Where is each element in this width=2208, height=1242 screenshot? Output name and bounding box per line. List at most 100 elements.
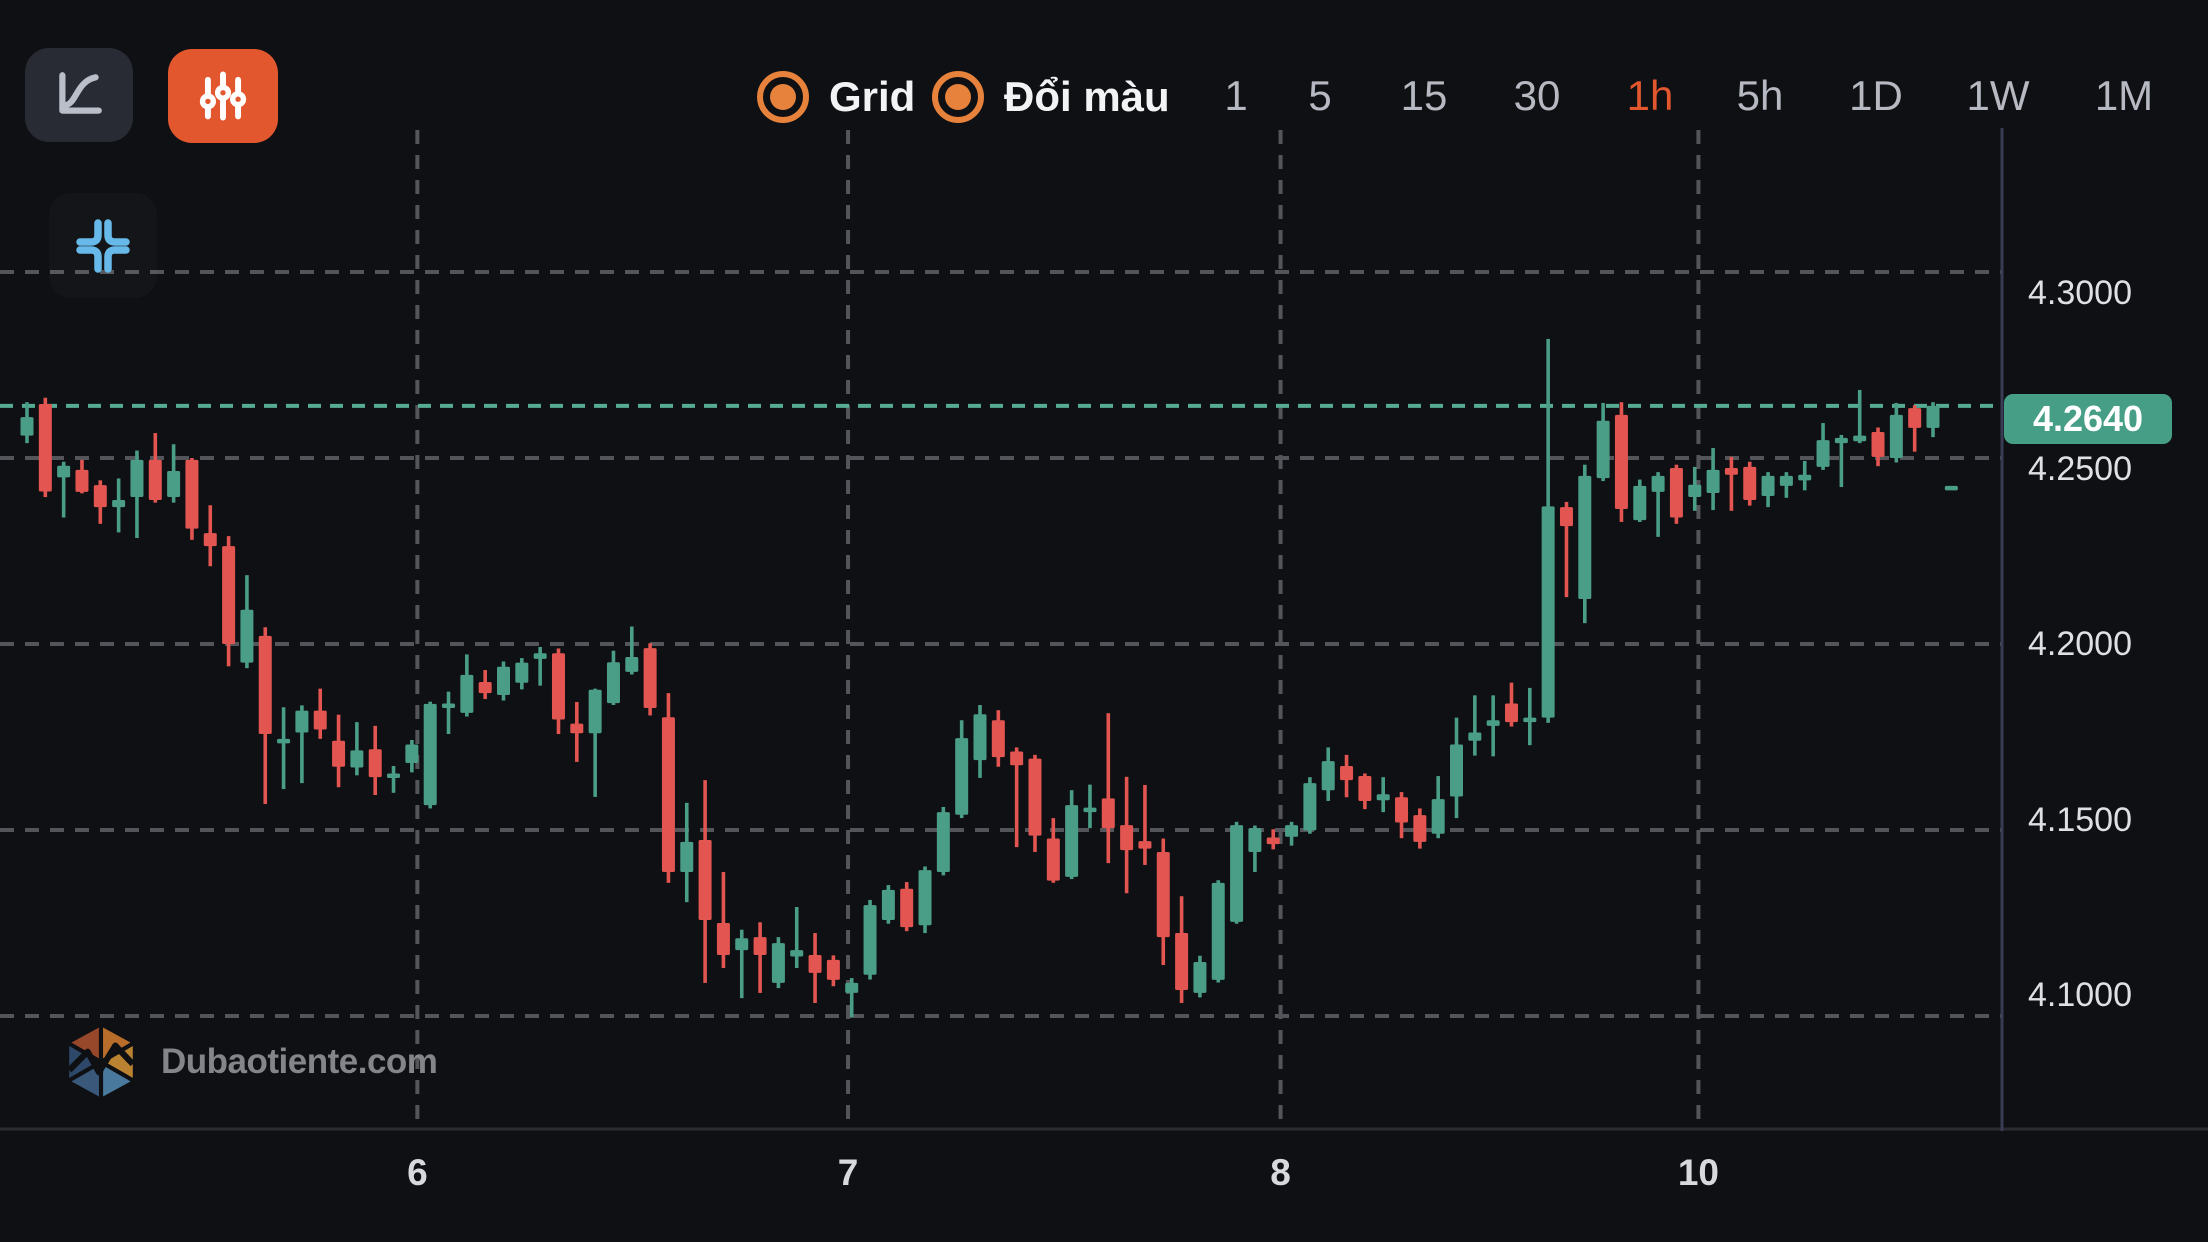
indicator-settings-button[interactable]: [168, 49, 278, 143]
candle-body: [1046, 838, 1060, 881]
candle-body: [1798, 474, 1812, 481]
candle: [1120, 776, 1134, 894]
timeframe-button-1D[interactable]: 1D: [1849, 72, 1903, 119]
grid-toggle[interactable]: Grid: [757, 71, 915, 123]
candle: [1138, 784, 1152, 865]
candle-wick: [1564, 501, 1569, 598]
candle-wick: [739, 929, 744, 999]
candle-body: [1431, 799, 1445, 834]
candle: [735, 929, 749, 999]
candle-body: [533, 653, 547, 659]
candle: [1614, 402, 1628, 522]
candle-body: [1303, 783, 1317, 831]
candle-body: [1101, 798, 1115, 829]
candle: [277, 707, 291, 790]
candle: [918, 866, 932, 934]
candle: [423, 701, 437, 809]
color-toggle-label: Đổi màu: [1004, 73, 1170, 120]
candle-body: [1834, 437, 1848, 444]
price-axis-label: 4.2000: [2028, 625, 2132, 663]
candle-body: [185, 459, 199, 529]
candle-body: [1083, 807, 1097, 813]
candle-body: [1138, 841, 1152, 849]
color-mode-toggle[interactable]: Đổi màu: [932, 71, 1170, 123]
candle: [478, 670, 492, 700]
candle: [75, 459, 89, 494]
candle-body: [203, 533, 217, 547]
candle: [1468, 695, 1482, 756]
candle-body: [1504, 703, 1518, 723]
candle: [258, 627, 272, 804]
candle-wick: [1088, 784, 1092, 829]
timeframe-button-1h[interactable]: 1h: [1626, 72, 1674, 119]
candle-body: [368, 749, 382, 778]
candle-body: [1285, 825, 1299, 837]
candle-wick: [1912, 405, 1917, 452]
candle: [1248, 825, 1262, 873]
time-axis-label: 10: [1677, 1152, 1719, 1193]
candle-body: [1578, 475, 1592, 599]
candle-body: [423, 703, 437, 806]
candle: [57, 461, 71, 518]
candle-body: [148, 459, 162, 501]
chart-type-button[interactable]: [25, 48, 133, 142]
candle-wick: [300, 705, 304, 784]
candle: [973, 705, 987, 778]
candle-body: [1193, 962, 1207, 993]
candle: [808, 933, 822, 1003]
candle: [1779, 472, 1793, 498]
timeframe-button-1W[interactable]: 1W: [1966, 72, 2030, 119]
timeframe-button-15[interactable]: 15: [1400, 72, 1448, 119]
candle-body: [955, 738, 969, 815]
candle-body: [1211, 882, 1225, 980]
candle-body: [387, 773, 401, 778]
candle-body: [643, 648, 657, 708]
candle-body: [588, 689, 602, 734]
time-axis-label: 8: [1270, 1152, 1291, 1193]
collapse-chart-button[interactable]: [49, 193, 157, 298]
candle: [771, 937, 785, 989]
candle-body: [1871, 431, 1885, 457]
timeframe-button-5h[interactable]: 5h: [1736, 72, 1784, 119]
timeframe-button-1M[interactable]: 1M: [2094, 72, 2154, 119]
candle: [1706, 447, 1720, 511]
candle: [680, 802, 694, 903]
candle-body: [112, 500, 126, 508]
candle-body: [1468, 732, 1482, 741]
price-axis-label: 4.1000: [2028, 976, 2132, 1014]
candle-body: [258, 635, 272, 735]
candle: [1321, 747, 1335, 801]
candle-body: [900, 888, 914, 928]
candle: [1395, 792, 1409, 839]
candle-wick: [1839, 434, 1844, 488]
candle: [716, 872, 730, 969]
candle-wick: [1656, 472, 1660, 537]
candle: [1889, 402, 1903, 463]
candle-body: [1541, 506, 1555, 718]
timeframe-button-30[interactable]: 30: [1513, 72, 1561, 119]
candle-body: [240, 609, 254, 663]
candle: [405, 739, 419, 773]
time-axis-label: 7: [837, 1152, 859, 1193]
candle-body: [497, 666, 511, 695]
timeframe-button-1[interactable]: 1: [1224, 72, 1248, 119]
candle-body: [1889, 414, 1903, 458]
candle-body: [405, 744, 419, 764]
candle-body: [716, 923, 730, 955]
candle: [203, 505, 217, 567]
candle: [1651, 472, 1665, 537]
color-radio-icon: [932, 71, 984, 123]
candle: [1486, 695, 1500, 757]
dubaotiente-logo-icon: [65, 1022, 137, 1102]
candle-wick: [538, 646, 542, 686]
candle-body: [680, 841, 694, 873]
candle-wick: [1528, 687, 1532, 746]
candle-body: [1523, 717, 1537, 723]
candle-body: [1724, 468, 1738, 475]
candle: [1504, 682, 1518, 727]
timeframe-button-5[interactable]: 5: [1308, 72, 1332, 119]
candle: [1853, 389, 1867, 444]
candle-body: [1633, 485, 1647, 521]
candle-body: [790, 950, 804, 957]
